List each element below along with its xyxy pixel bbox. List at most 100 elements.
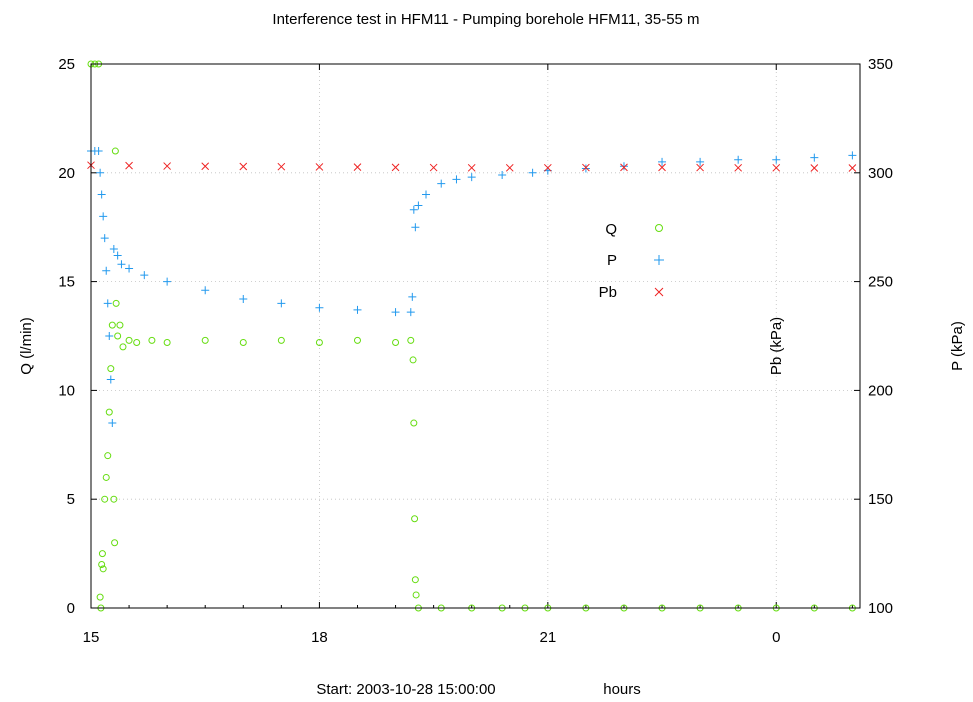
data-point-q xyxy=(201,336,209,344)
data-point-p xyxy=(406,308,415,317)
data-point-p xyxy=(163,277,172,286)
data-point-pb xyxy=(810,164,819,172)
legend-marker-pb xyxy=(654,287,664,297)
x-tick-label: 0 xyxy=(772,629,780,646)
y-right-tick-label: 150 xyxy=(868,491,893,508)
data-point-p xyxy=(772,155,781,164)
data-point-q xyxy=(119,343,127,351)
data-point-pb xyxy=(772,163,781,172)
data-point-pb xyxy=(315,163,324,171)
legend-marker-p xyxy=(654,255,664,265)
data-point-q xyxy=(315,339,323,347)
y-right-tick-label: 350 xyxy=(868,56,893,73)
data-point-q xyxy=(107,365,115,373)
data-point-pb xyxy=(163,162,171,170)
data-point-p xyxy=(117,260,126,269)
data-point-p xyxy=(277,299,286,308)
data-point-p xyxy=(498,170,507,179)
data-point-pb xyxy=(696,163,704,172)
y-left-tick-label: 10 xyxy=(58,382,75,399)
data-point-q xyxy=(410,419,418,427)
data-point-q xyxy=(111,147,119,155)
y-right-tick-label: 200 xyxy=(868,382,893,399)
data-point-q xyxy=(102,473,110,481)
x-tick-label: 21 xyxy=(539,629,556,646)
series-q xyxy=(87,60,856,612)
data-point-q xyxy=(108,321,116,329)
data-point-q xyxy=(412,591,420,599)
data-point-pb xyxy=(125,161,133,170)
data-point-q xyxy=(409,356,417,364)
data-point-q xyxy=(110,495,118,503)
plot-frame xyxy=(90,63,861,609)
x-axis-unit-label: hours xyxy=(603,681,641,698)
data-point-p xyxy=(810,153,819,162)
data-point-p xyxy=(108,419,117,428)
data-point-p xyxy=(100,234,109,243)
data-point-p xyxy=(106,375,115,384)
series-pb xyxy=(87,161,857,172)
y-left-tick-label: 0 xyxy=(67,600,75,617)
data-series xyxy=(87,60,857,612)
y-right-tick-label: 250 xyxy=(868,274,893,291)
data-point-q xyxy=(277,336,285,344)
data-point-p xyxy=(467,173,476,182)
data-point-p xyxy=(125,264,134,273)
data-point-pb xyxy=(543,163,552,172)
data-point-pb xyxy=(353,163,362,171)
data-point-p xyxy=(103,299,112,308)
series-p xyxy=(87,147,857,428)
legend-label-q: Q xyxy=(605,221,617,238)
data-point-p xyxy=(414,201,423,210)
data-point-p xyxy=(696,157,705,166)
data-point-q xyxy=(111,539,119,547)
axis-ticks: 15 18 21 0 0 5 10 15 20 25 100 150 200 250 300 350 xyxy=(58,56,893,646)
data-point-p xyxy=(734,155,743,164)
chart-title: Interference test in HFM11 - Pumping bor… xyxy=(272,11,699,28)
data-point-q xyxy=(116,321,124,329)
data-point-p xyxy=(99,212,108,221)
data-point-p xyxy=(140,271,149,280)
data-point-pb xyxy=(582,163,590,172)
y-left-tick-label: 15 xyxy=(58,274,75,291)
data-point-p xyxy=(452,175,461,184)
data-point-pb xyxy=(620,163,628,172)
legend-label-p: P xyxy=(607,252,617,269)
data-point-p xyxy=(411,223,420,232)
data-point-p xyxy=(96,168,105,177)
legend-marker-q xyxy=(655,224,663,232)
x-tick-label: 18 xyxy=(311,629,328,646)
data-point-q xyxy=(105,408,113,416)
data-point-p xyxy=(391,308,400,317)
data-point-q xyxy=(104,452,112,460)
data-point-q xyxy=(101,495,109,503)
y-left-tick-label: 25 xyxy=(58,56,75,73)
data-point-q xyxy=(98,550,106,558)
data-point-q xyxy=(411,576,419,584)
x-tick-label: 15 xyxy=(83,629,100,646)
data-point-q xyxy=(112,299,120,307)
y-axis-p-title: P (kPa) xyxy=(949,321,966,371)
data-point-pb xyxy=(467,163,476,172)
data-point-p xyxy=(437,179,446,188)
data-point-pb xyxy=(658,163,666,172)
data-point-pb xyxy=(429,163,438,172)
y-left-tick-label: 20 xyxy=(58,165,75,182)
data-point-pb xyxy=(734,163,743,172)
data-point-p xyxy=(353,305,362,314)
data-point-q xyxy=(411,515,419,523)
data-point-pb xyxy=(848,164,857,172)
data-point-p xyxy=(422,190,431,199)
data-point-pb xyxy=(391,163,400,172)
data-point-p xyxy=(97,190,106,199)
legend: Q P Pb xyxy=(599,221,664,301)
data-point-q xyxy=(99,565,107,573)
y-right-tick-label: 100 xyxy=(868,600,893,617)
data-point-p xyxy=(848,151,857,160)
data-point-q xyxy=(148,336,156,344)
data-point-pb xyxy=(505,163,514,172)
data-point-p xyxy=(409,205,418,214)
data-point-q xyxy=(125,336,133,344)
grid xyxy=(91,64,860,608)
